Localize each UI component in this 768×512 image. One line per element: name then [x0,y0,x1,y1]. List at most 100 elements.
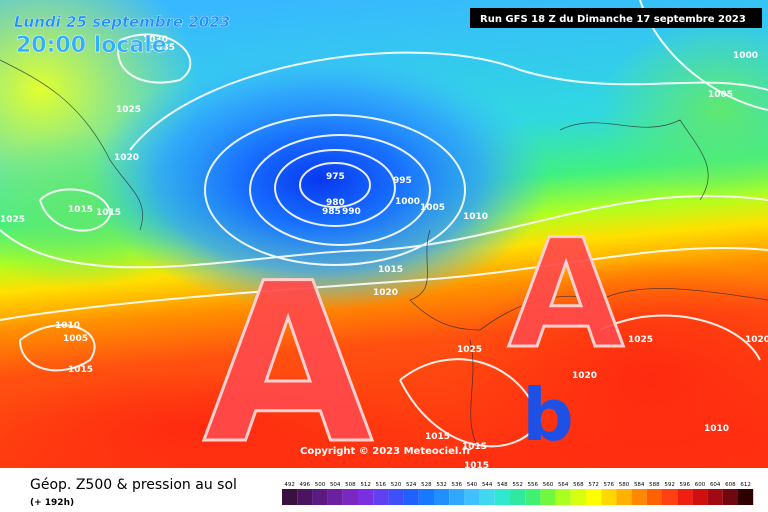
legend-label: 560 [543,482,554,488]
isobar-label: 1025 [116,105,141,115]
legend-swatch [373,489,389,505]
valid-time: 20:00 locale [16,33,167,58]
legend-swatch [282,489,298,505]
legend-label: 568 [573,482,584,488]
footer-title: Géop. Z500 & pression au sol [30,477,237,493]
legend-label: 548 [497,482,508,488]
legend-label: 604 [710,482,721,488]
valid-date: Lundi 25 septembre 2023 [14,13,230,31]
copyright: Copyright © 2023 Meteociel.fr [300,446,471,457]
legend-swatch [631,489,647,505]
pressure-centers: A Ab [201,207,625,494]
isobars [0,0,768,446]
isobar-label: 1025 [457,345,482,355]
legend-label: 492 [284,482,295,488]
legend-swatch [601,489,617,505]
high-pressure-center: A [203,236,373,492]
legend-swatch [570,489,586,505]
legend-label: 612 [740,482,751,488]
legend-label: 536 [452,482,463,488]
legend-swatch [662,489,678,505]
legend-label: 556 [528,482,539,488]
legend-label: 532 [436,482,447,488]
low-pressure-center: b [522,373,574,457]
legend-swatch [586,489,602,505]
legend-label: 576 [604,482,615,488]
legend-swatch [388,489,404,505]
legend-label: 528 [421,482,432,488]
legend-label: 516 [376,482,387,488]
isobar-label: 1025 [628,335,653,345]
isobar-label: 1010 [55,321,80,331]
legend-swatch [722,489,738,505]
legend-swatch [449,489,465,505]
isobar-label: 1015 [68,365,93,375]
legend-label: 512 [360,482,371,488]
coastlines [0,59,768,451]
isobar-label: 1020 [745,335,768,345]
legend-swatch [510,489,526,505]
isobar-label: 1020 [114,153,139,163]
forecast-lead: (+ 192h) [30,498,74,508]
legend-swatch [403,489,419,505]
isobar-label: 1005 [63,334,88,344]
isobar-label: 990 [342,207,361,217]
isobar-label: 1015 [464,461,489,471]
legend-label: 540 [467,482,478,488]
legend-swatch [342,489,358,505]
legend-swatch [738,489,754,505]
legend-label: 580 [619,482,630,488]
isobar-label: 1015 [378,265,403,275]
legend-swatch [555,489,571,505]
legend-swatch [312,489,328,505]
legend-swatch [494,489,510,505]
legend-swatch [540,489,556,505]
legend-swatch [646,489,662,505]
legend-label: 564 [558,482,569,488]
legend-label: 588 [649,482,660,488]
legend-label: 544 [482,482,493,488]
isobar-label: 1035 [150,43,175,53]
legend-label: 600 [695,482,706,488]
legend-swatch [327,489,343,505]
legend-swatch [525,489,541,505]
legend-swatch [479,489,495,505]
map-background [0,0,768,500]
isobar-label: 1030 [143,35,168,45]
legend-label: 584 [634,482,645,488]
isobar-label: 1000 [733,51,758,61]
legend-label: 520 [391,482,402,488]
isobar-label: 1010 [704,424,729,434]
isobar-label: 1015 [96,208,121,218]
legend-label: 508 [345,482,356,488]
legend-swatch [677,489,693,505]
color-legend: 492 496 500 504 508 512 516 520 524 528 532 536 540 5… [282,482,754,505]
legend-label: 572 [588,482,599,488]
isobar-label: 1010 [463,212,488,222]
isobar-label: 1015 [68,205,93,215]
isobar-label: 1005 [708,90,733,100]
isobar-label: 980 [326,198,345,208]
isobar-label: 1020 [373,288,398,298]
legend-label: 596 [680,482,691,488]
isobar-label: 1015 [462,442,487,452]
legend-swatch [616,489,632,505]
isobar-label: 985 [322,207,341,217]
legend-swatch [434,489,450,505]
legend-label: 500 [315,482,326,488]
isobar-label: 1000 [395,197,420,207]
legend-swatch [418,489,434,505]
legend-label: 608 [725,482,736,488]
legend-label: 552 [512,482,523,488]
legend-label: 496 [300,482,311,488]
legend-label: 592 [664,482,675,488]
isobar-label: 1025 [0,215,25,225]
run-banner [470,8,762,28]
legend-label: 504 [330,482,341,488]
isobar-label: 1020 [572,371,597,381]
legend-swatch [707,489,723,505]
legend-swatch [692,489,708,505]
legend-swatch [358,489,374,505]
isobar-label: 1015 [425,432,450,442]
